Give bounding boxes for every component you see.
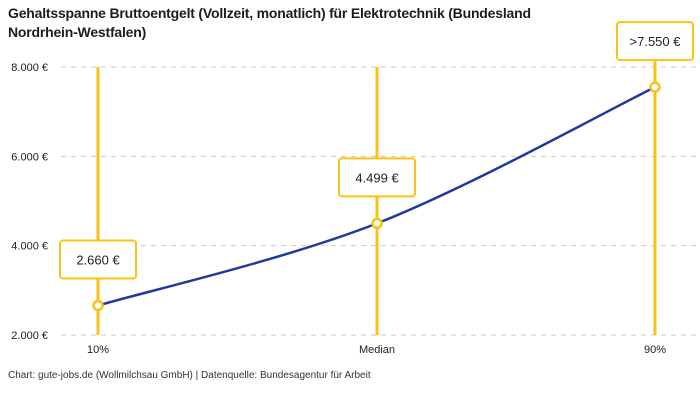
data-point-marker bbox=[92, 299, 104, 312]
value-label: >7.550 € bbox=[630, 34, 682, 49]
chart-title-line-2: Nordrhein-Westfalen) bbox=[8, 24, 147, 40]
data-point-marker bbox=[649, 81, 661, 93]
y-axis-tick-label: 8.000 € bbox=[11, 62, 48, 74]
chart-credit: Chart: gute-jobs.de (Wollmilchsau GmbH) … bbox=[8, 370, 371, 381]
x-axis-tick-label: 90% bbox=[644, 344, 666, 356]
value-label: 2.660 € bbox=[76, 253, 120, 268]
y-axis-tick-label: 2.000 € bbox=[11, 330, 48, 342]
x-axis-tick-label: Median bbox=[359, 344, 395, 356]
x-axis-tick-label: 10% bbox=[87, 344, 109, 356]
value-label-box bbox=[338, 157, 416, 198]
chart-title-line-1: Gehaltsspanne Bruttoentgelt (Vollzeit, m… bbox=[8, 5, 531, 21]
value-label: 4.499 € bbox=[355, 170, 399, 185]
y-axis-tick-label: 6.000 € bbox=[11, 151, 48, 163]
value-label-box bbox=[59, 239, 137, 280]
value-label-box bbox=[616, 21, 694, 62]
y-axis-tick-label: 4.000 € bbox=[11, 241, 48, 253]
data-point-marker bbox=[371, 217, 383, 230]
chart-title: Gehaltsspanne Bruttoentgelt (Vollzeit, m… bbox=[8, 4, 531, 42]
